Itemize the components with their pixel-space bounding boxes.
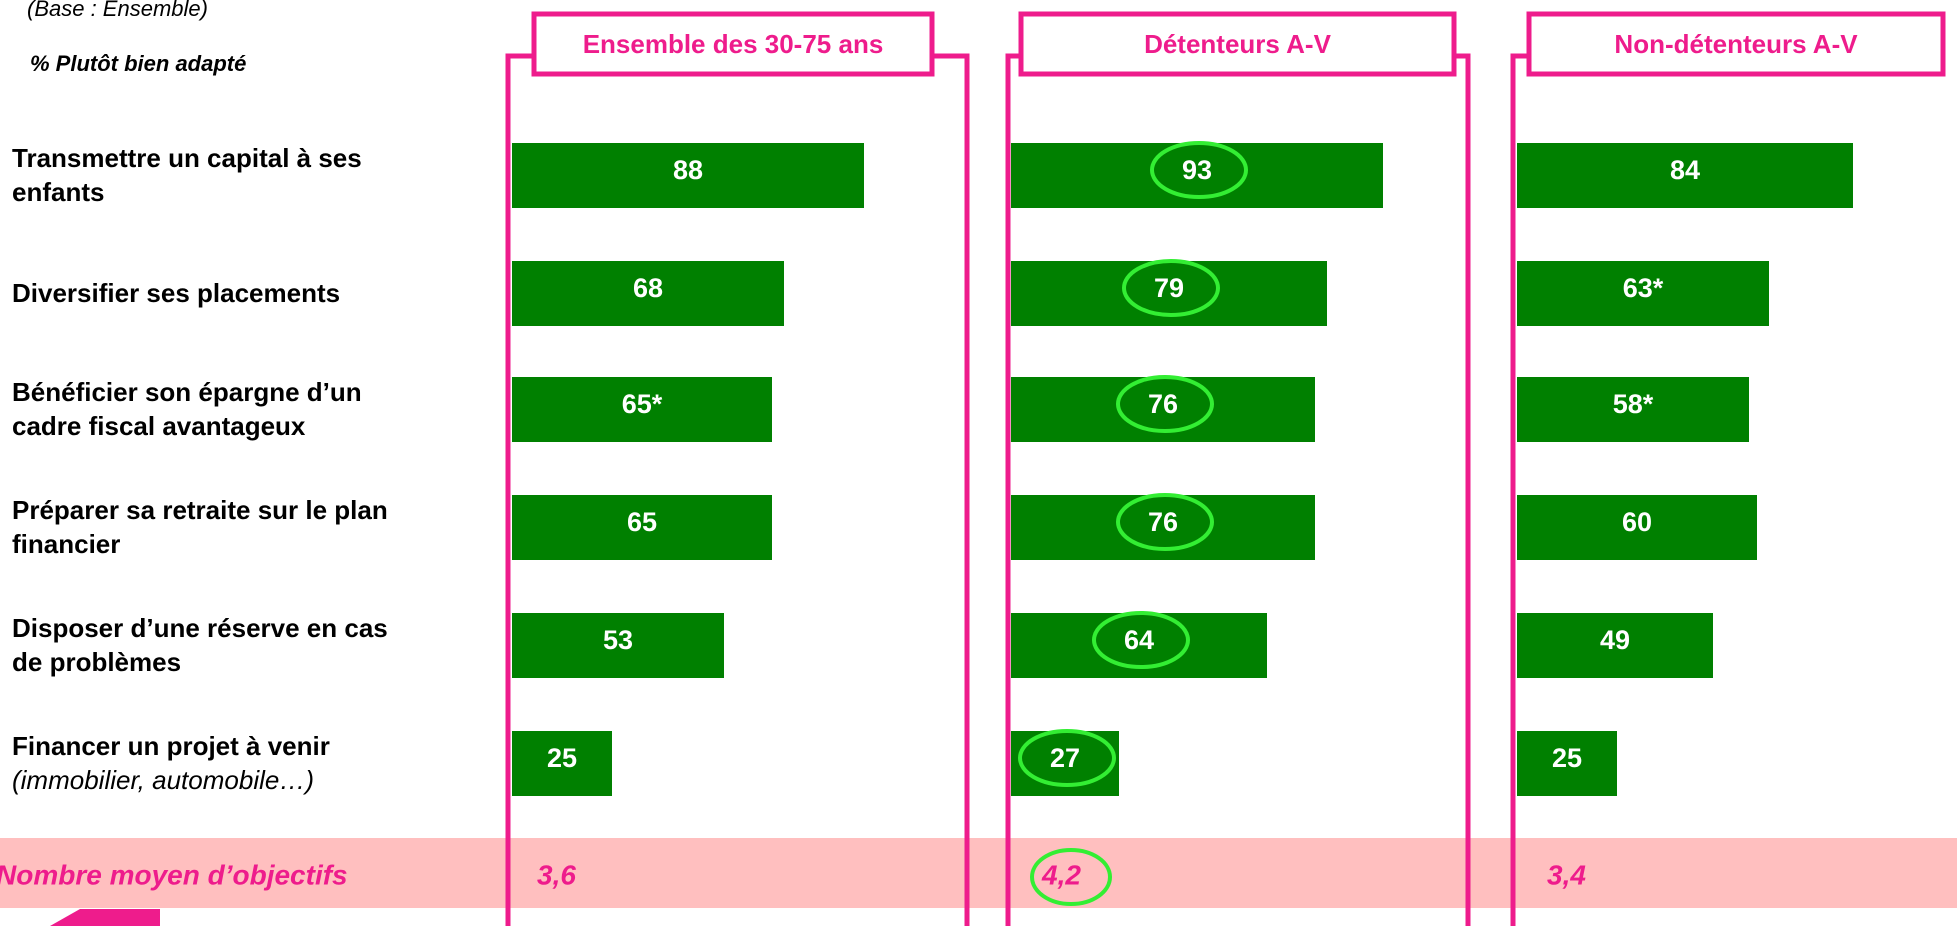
highlight-circle — [1030, 848, 1112, 906]
category-label: Disposer d’une réserve en cas de problèm… — [12, 590, 417, 700]
panel-frame — [505, 53, 534, 926]
bar — [1517, 731, 1617, 796]
panel-frame — [1510, 53, 1529, 926]
value-label: 27 — [1050, 743, 1080, 773]
category-label: Bénéficier son épargne d’un cadre fiscal… — [12, 354, 417, 464]
panel-title: Non-détenteurs A-V — [1614, 29, 1858, 59]
base-note: (Base : Ensemble) — [27, 0, 208, 21]
panel-title: Ensemble des 30-75 ans — [583, 29, 884, 59]
bar — [1517, 377, 1749, 442]
category-text: Financer un projet à venir — [12, 731, 330, 761]
value-label: 76 — [1148, 507, 1178, 537]
value-label: 65 — [627, 507, 657, 537]
bar — [1517, 261, 1769, 326]
panel-frame — [932, 53, 970, 926]
category-text: Diversifier ses placements — [12, 278, 341, 308]
mean-label: Nombre moyen d’objectifs — [0, 859, 348, 890]
highlight-circle — [1122, 259, 1220, 317]
bar — [1517, 143, 1853, 208]
value-label: 58* — [1613, 389, 1654, 419]
value-label: 63* — [1623, 273, 1664, 303]
category-text: Transmettre un capital à ses enfants — [12, 143, 362, 207]
bar — [512, 261, 784, 326]
category-label: Préparer sa retraite sur le plan financi… — [12, 472, 417, 582]
panel-frame — [1454, 53, 1471, 926]
value-label: 79 — [1154, 273, 1184, 303]
category-text: Bénéficier son épargne d’un cadre fiscal… — [12, 377, 362, 441]
value-label: 88 — [673, 155, 703, 185]
panel-title: Détenteurs A-V — [1144, 29, 1332, 59]
bar — [512, 495, 772, 560]
highlight-circle — [1150, 141, 1248, 199]
category-text: Préparer sa retraite sur le plan financi… — [12, 495, 388, 559]
value-label: 65* — [622, 389, 663, 419]
panel-header — [1526, 11, 1946, 77]
mean-value: 4,2 — [1041, 859, 1081, 890]
value-label: 76 — [1148, 389, 1178, 419]
highlight-circle — [1116, 493, 1214, 551]
bar — [512, 731, 612, 796]
panel-header — [531, 11, 935, 77]
value-label: 25 — [1552, 743, 1582, 773]
panel-header — [1018, 11, 1457, 77]
measure-label: % Plutôt bien adapté — [30, 51, 246, 76]
panel-frame — [1005, 53, 1021, 926]
value-label: 53 — [603, 625, 633, 655]
bar — [512, 377, 772, 442]
bar — [1517, 613, 1713, 678]
decor-tab — [50, 909, 160, 926]
category-note: (immobilier, automobile…) — [12, 765, 314, 795]
highlight-circle — [1092, 611, 1190, 669]
bar — [1517, 495, 1757, 560]
bar — [512, 143, 864, 208]
value-label: 25 — [547, 743, 577, 773]
bar — [512, 613, 724, 678]
mean-value: 3,6 — [537, 859, 576, 890]
value-label: 49 — [1600, 625, 1630, 655]
value-label: 93 — [1182, 155, 1212, 185]
category-text: Disposer d’une réserve en cas de problèm… — [12, 613, 388, 677]
category-label: Transmettre un capital à ses enfants — [12, 120, 417, 230]
highlight-circle — [1018, 729, 1116, 787]
category-label: Diversifier ses placements — [12, 238, 417, 348]
value-label: 68 — [633, 273, 663, 303]
value-label: 60 — [1622, 507, 1652, 537]
value-label: 84 — [1670, 155, 1700, 185]
mean-value: 3,4 — [1547, 859, 1586, 890]
mean-band — [0, 838, 1957, 908]
highlight-circle — [1116, 375, 1214, 433]
category-label: Financer un projet à venir (immobilier, a… — [12, 708, 417, 818]
value-label: 64 — [1124, 625, 1154, 655]
